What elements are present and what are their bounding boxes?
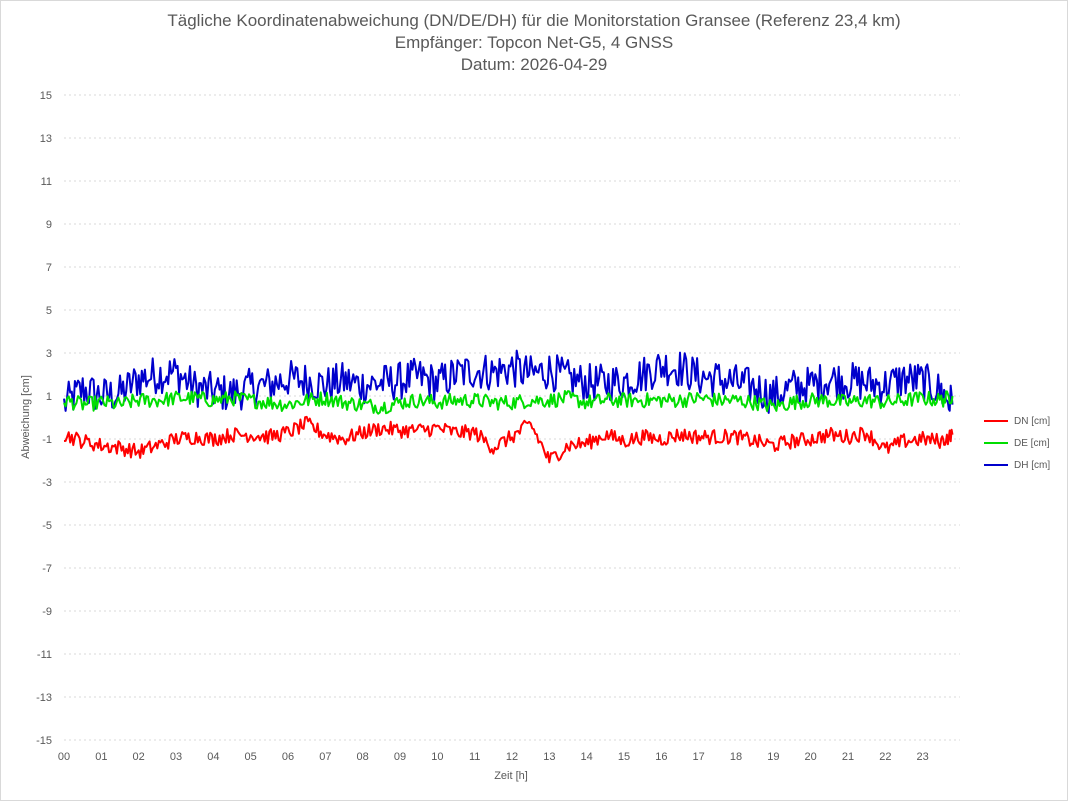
- legend-item: DE [cm]: [984, 432, 1050, 454]
- x-tick-label: 14: [581, 751, 593, 763]
- legend-swatch: [984, 442, 1008, 444]
- chart-title: Tägliche Koordinatenabweichung (DN/DE/DH…: [167, 11, 901, 30]
- series-line-de: [63, 390, 954, 415]
- chart-date: Datum: 2026-04-29: [460, 55, 608, 74]
- legend-item: DN [cm]: [984, 410, 1050, 432]
- legend-item: DH [cm]: [984, 454, 1050, 476]
- x-tick-label: 00: [58, 751, 70, 763]
- legend-label: DE [cm]: [1014, 437, 1050, 449]
- x-tick-label: 08: [357, 751, 369, 763]
- x-tick-label: 19: [767, 751, 779, 763]
- y-tick-label: -1: [42, 434, 52, 446]
- legend-swatch: [984, 420, 1008, 422]
- y-tick-label: 11: [41, 176, 52, 188]
- x-tick-label: 13: [543, 751, 555, 763]
- legend-label: DN [cm]: [1014, 415, 1051, 427]
- y-tick-label: 7: [46, 262, 52, 274]
- y-tick-label: -9: [42, 606, 52, 618]
- legend: DN [cm] DE [cm] DH [cm]: [984, 410, 1050, 476]
- y-tick-label: -13: [36, 692, 52, 704]
- x-tick-label: 01: [95, 751, 107, 763]
- x-tick-label: 07: [319, 751, 331, 763]
- x-tick-label: 22: [879, 751, 891, 763]
- chart-subtitle: Empfänger: Topcon Net-G5, 4 GNSS: [394, 33, 674, 52]
- series-line-dh: [63, 349, 954, 414]
- y-tick-label: -7: [42, 563, 52, 575]
- x-tick-label: 12: [506, 751, 518, 763]
- x-tick-label: 03: [170, 751, 182, 763]
- y-tick-label: -11: [37, 649, 52, 661]
- x-tick-label: 06: [282, 751, 294, 763]
- y-tick-labels: 15 13 11 9 7 5 3 1 -1 -3 -5 -7 -9 -11 -13 -15: [36, 90, 52, 747]
- x-tick-label: 04: [207, 751, 219, 763]
- y-axis-title: Abweichung [cm]: [20, 375, 32, 459]
- grid-lines: [64, 94, 960, 741]
- x-tick-label: 05: [245, 751, 257, 763]
- x-tick-label: 11: [469, 751, 480, 763]
- chart-title-block: Tägliche Koordinatenabweichung (DN/DE/DH…: [0, 10, 1068, 76]
- series-lines: [63, 349, 954, 464]
- y-tick-label: 3: [46, 348, 52, 360]
- y-tick-label: 9: [46, 219, 52, 231]
- x-tick-label: 10: [431, 751, 443, 763]
- y-tick-label: -5: [42, 520, 52, 532]
- x-tick-label: 02: [133, 751, 145, 763]
- x-tick-label: 17: [693, 751, 705, 763]
- y-tick-label: 15: [40, 90, 52, 102]
- y-tick-label: 13: [40, 133, 52, 145]
- legend-label: DH [cm]: [1014, 459, 1051, 471]
- y-tick-label: -3: [42, 477, 52, 489]
- x-tick-label: 15: [618, 751, 630, 763]
- y-tick-label: 1: [46, 391, 52, 403]
- x-tick-label: 09: [394, 751, 406, 763]
- x-tick-label: 18: [730, 751, 742, 763]
- legend-swatch: [984, 464, 1008, 466]
- x-tick-label: 23: [917, 751, 929, 763]
- x-tick-label: 16: [655, 751, 667, 763]
- x-tick-label: 20: [805, 751, 817, 763]
- y-tick-label: -15: [36, 735, 52, 747]
- x-tick-label: 21: [842, 751, 854, 763]
- x-tick-labels: 00 01 02 03 04 05 06 07 08 09 10 11 12 13 14 15 16 17 18 19…: [58, 751, 929, 763]
- series-line-dn: [63, 415, 954, 464]
- x-axis-title: Zeit [h]: [494, 770, 528, 782]
- y-tick-label: 5: [46, 305, 52, 317]
